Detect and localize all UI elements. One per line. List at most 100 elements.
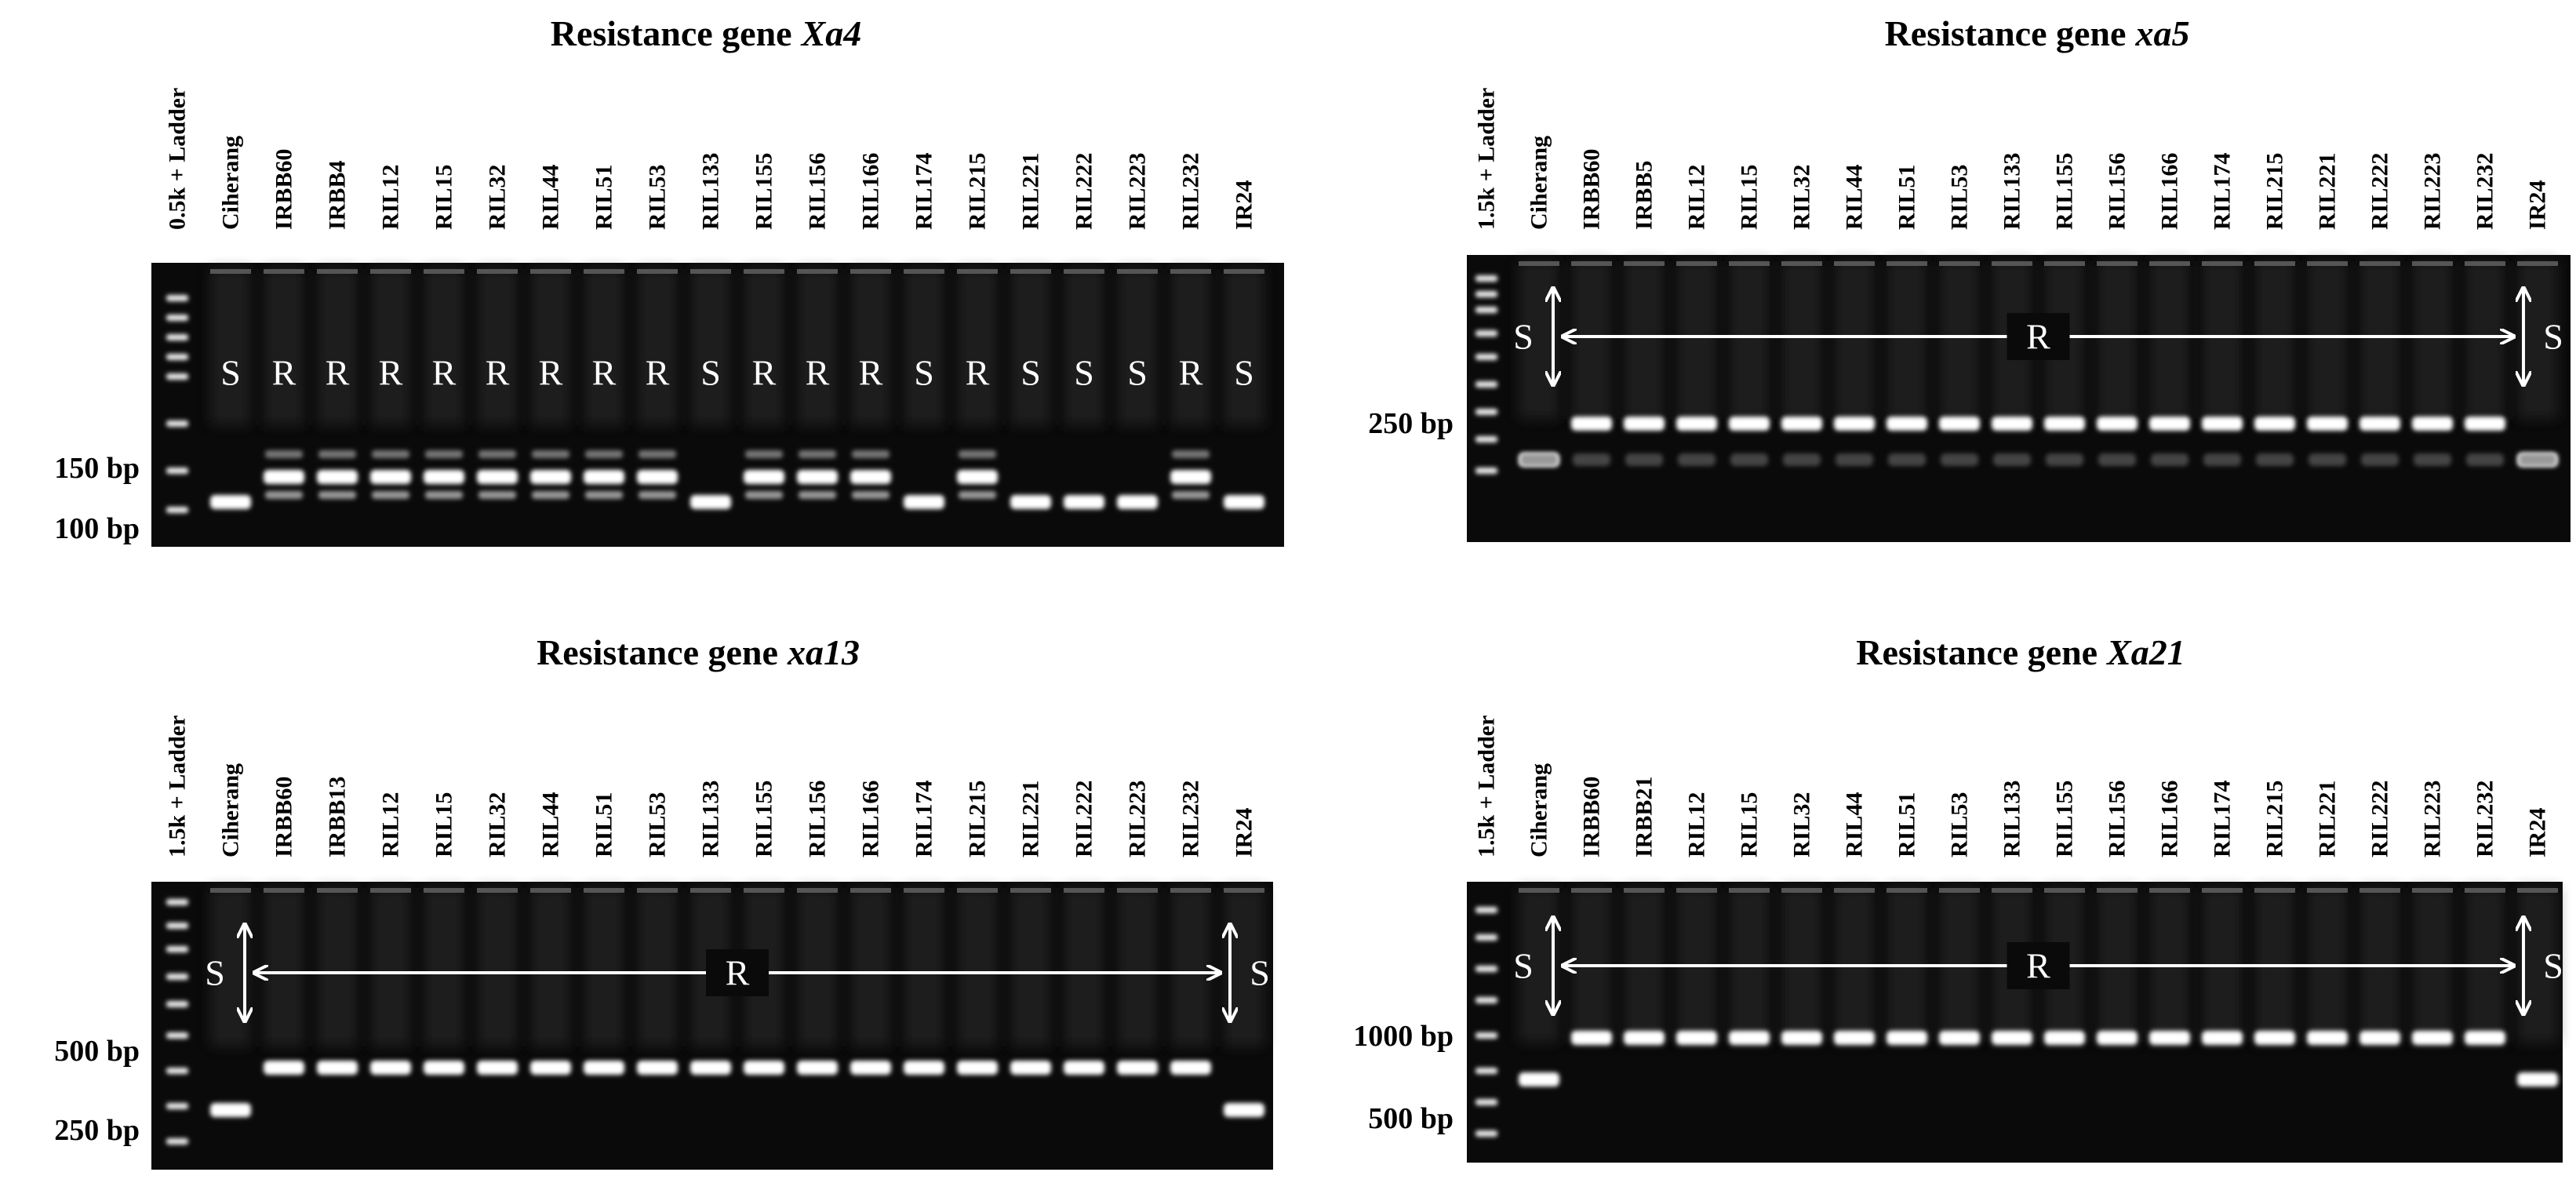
lane-label: RIL166 <box>858 781 884 857</box>
well <box>1887 261 1927 266</box>
dna-band <box>210 1103 251 1117</box>
well <box>1729 888 1770 893</box>
dna-band <box>1781 1031 1822 1045</box>
lane-smear <box>264 269 304 426</box>
dna-band <box>2465 1031 2505 1045</box>
lane-label: RIL133 <box>698 153 724 230</box>
lane-smear <box>1117 888 1158 1046</box>
resistance-call: S <box>1513 317 1534 357</box>
ladder-band <box>1475 934 1497 941</box>
primer-dimer <box>1941 453 1978 466</box>
lane-smear <box>1010 269 1051 426</box>
dna-band <box>957 470 998 484</box>
size-marker: 100 bp <box>54 512 140 545</box>
well <box>1781 261 1822 266</box>
gel-panel: Resistance gene Xa21 1.5k + Ladder Ciherang… <box>1353 632 2563 1163</box>
lane-label: IRBB60 <box>1579 149 1605 230</box>
lane-label: RIL133 <box>1999 781 2025 857</box>
dna-band <box>2044 1031 2085 1045</box>
lane-label: RIL174 <box>2210 781 2236 857</box>
lane-smear <box>584 269 624 426</box>
lane-smear <box>1224 269 1264 426</box>
well <box>2517 261 2558 266</box>
lane-label: RIL51 <box>1894 792 1920 857</box>
lane-smear <box>744 269 784 426</box>
label-gap <box>2007 942 2070 989</box>
lane-label: RIL232 <box>1178 153 1204 230</box>
lane-label: IRBB60 <box>1579 777 1605 857</box>
lane-label: RIL44 <box>538 792 564 857</box>
well <box>1224 888 1264 893</box>
resistance-call: R <box>646 353 670 393</box>
dna-band <box>1010 495 1051 509</box>
dna-band <box>317 1061 358 1075</box>
well <box>2517 888 2558 893</box>
lane-smear <box>1834 261 1875 420</box>
lane-label: RIL215 <box>2262 781 2288 857</box>
well <box>1887 888 1927 893</box>
lane-smear <box>2360 261 2400 420</box>
dna-band <box>264 470 304 484</box>
lane-label: RIL232 <box>2472 781 2498 857</box>
lane-label: RIL166 <box>2157 153 2183 230</box>
dna-band <box>690 1061 731 1075</box>
lane-smear <box>370 269 411 426</box>
resistance-call: R <box>432 353 457 393</box>
lane-smear <box>690 269 731 426</box>
faint-band <box>745 491 783 499</box>
lane-label: 1.5k + Ladder <box>1474 88 1500 230</box>
lane-smear <box>850 888 891 1046</box>
lane-label: RIL44 <box>538 165 564 230</box>
well <box>317 269 358 274</box>
dna-band <box>2465 417 2505 431</box>
faint-band <box>799 450 836 458</box>
lane-smear <box>957 269 998 426</box>
lane-smear <box>2465 261 2505 420</box>
lane-label: RIL215 <box>965 153 991 230</box>
lane-label: RIL223 <box>1125 781 1151 857</box>
lane-label: RIL155 <box>751 153 777 230</box>
faint-band <box>852 450 890 458</box>
primer-dimer <box>2309 453 2346 466</box>
ladder-band <box>1475 354 1497 360</box>
ladder-band <box>166 899 188 905</box>
lane-label: RIL232 <box>1178 781 1204 857</box>
faint-band <box>852 491 890 499</box>
primer-dimer <box>2203 453 2241 466</box>
dna-band <box>1010 1061 1051 1075</box>
well <box>1010 888 1051 893</box>
lane-label: RIL222 <box>1072 153 1097 230</box>
lane-smear <box>424 269 464 426</box>
dna-band <box>424 470 464 484</box>
primer-dimer <box>1993 453 2031 466</box>
well <box>530 888 571 893</box>
dna-band <box>1992 417 2032 431</box>
dna-band <box>1170 1061 1211 1075</box>
well <box>370 888 411 893</box>
faint-band <box>745 450 783 458</box>
dna-band <box>797 1061 838 1075</box>
lane-label: RIL15 <box>1737 792 1763 857</box>
lane-label: IRBB4 <box>325 161 351 230</box>
well <box>1224 269 1264 274</box>
well <box>2097 261 2138 266</box>
lane-label: RIL156 <box>2105 781 2130 857</box>
ladder-band <box>166 315 188 321</box>
dna-band <box>2044 417 2085 431</box>
well <box>2044 261 2085 266</box>
dna-band <box>2307 417 2348 431</box>
lane-label: RIL133 <box>698 781 724 857</box>
faint-band <box>799 491 836 499</box>
lane-label: IRBB21 <box>1632 777 1657 857</box>
lane-label: RIL223 <box>1125 153 1151 230</box>
dna-band <box>2254 417 2295 431</box>
dna-band <box>1834 417 1875 431</box>
faint-band <box>372 491 409 499</box>
dna-band <box>797 470 838 484</box>
dna-band <box>264 1061 304 1075</box>
panel-title: Resistance gene xa5 <box>1885 13 2190 53</box>
title-prefix: Resistance gene <box>551 13 792 53</box>
resistance-call: R <box>966 353 990 393</box>
lane-smear <box>1010 888 1051 1046</box>
